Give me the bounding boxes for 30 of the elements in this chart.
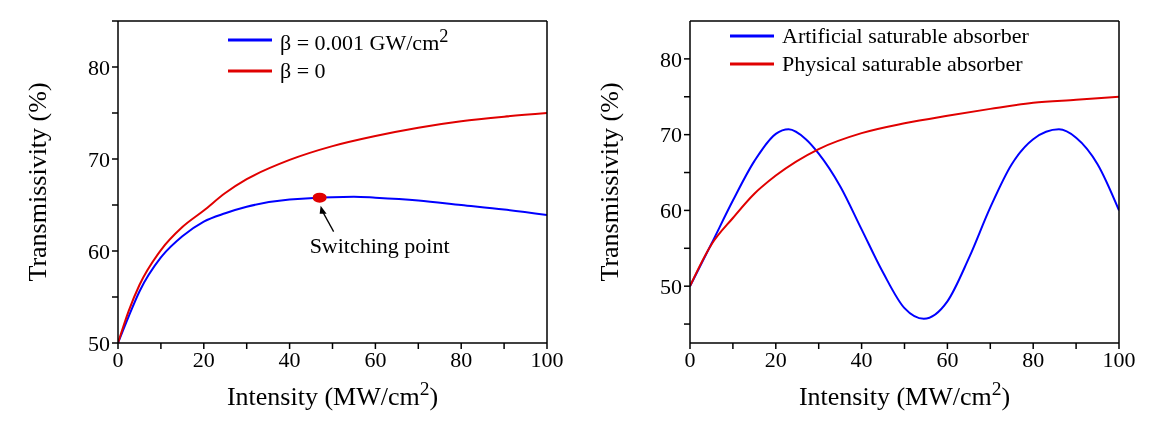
legend-label: β = 0.001 GW/cm$^{2}$ [280,25,449,58]
x-tick-label: 100 [530,346,564,372]
x-tick-label: 40 [850,346,873,372]
x-tick-label: 40 [278,346,301,372]
legend-label: β = 0 [280,57,326,86]
y-tick-label: 70 [660,122,682,148]
y-tick-label: 50 [660,273,682,299]
y-tick-label: 60 [660,198,682,224]
y-axis-title: Transmissivity (%) [23,82,52,282]
x-axis-title: Intensity (MW/cm$^{2}$) [226,377,439,411]
x-tick-label: 20 [192,346,215,372]
x-axis-title: Intensity (MW/cm$^{2}$) [798,377,1011,411]
x-tick-label: 0 [684,346,696,372]
y-tick-label: 60 [88,238,110,264]
x-tick-label: 100 [1102,346,1136,372]
legend-label: Physical saturable absorber [782,50,1023,78]
x-tick-label: 60 [364,346,387,372]
y-tick-label: 80 [88,54,110,80]
annotation: Switching point [309,232,450,258]
x-tick-label: 0 [112,346,124,372]
y-axis-title: Transmissivity (%) [595,82,624,282]
x-tick-label: 20 [764,346,787,372]
line-series [690,95,1119,288]
x-tick-label: 80 [1022,346,1045,372]
x-tick-label: 60 [936,346,959,372]
x-tick-label: 80 [450,346,473,372]
legend-label: Artificial saturable absorber [782,22,1029,50]
y-tick-label: 50 [88,330,110,356]
y-tick-label: 80 [660,46,682,72]
y-tick-label: 70 [88,146,110,172]
